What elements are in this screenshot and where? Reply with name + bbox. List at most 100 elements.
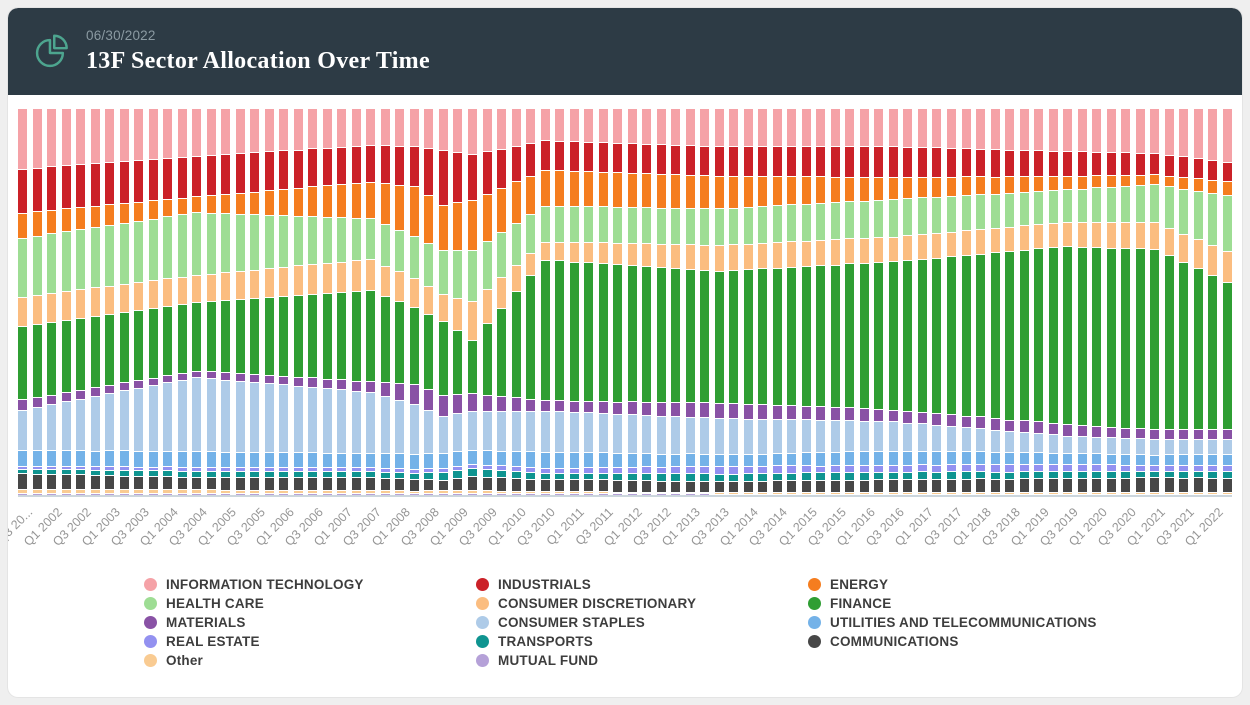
segment-mutual-fund[interactable] — [1135, 493, 1145, 495]
segment-materials[interactable] — [366, 381, 376, 392]
segment-consumer-discretionary[interactable] — [148, 280, 158, 308]
segment-consumer-staples[interactable] — [1019, 431, 1029, 453]
segment-health-care[interactable] — [235, 213, 245, 271]
segment-consumer-staples[interactable] — [192, 377, 202, 452]
segment-health-care[interactable] — [250, 214, 260, 270]
segment-real-estate[interactable] — [976, 463, 986, 471]
segment-transports[interactable] — [859, 472, 869, 480]
segment-materials[interactable] — [511, 397, 521, 411]
segment-materials[interactable] — [656, 402, 666, 416]
segment-energy[interactable] — [859, 176, 869, 201]
segment-transports[interactable] — [903, 471, 913, 480]
segment-industrials[interactable] — [729, 146, 739, 176]
segment-other[interactable] — [366, 490, 376, 494]
segment-utilities-and-telecommunications[interactable] — [322, 452, 332, 468]
segment-energy[interactable] — [1077, 175, 1087, 189]
segment-consumer-discretionary[interactable] — [816, 240, 826, 266]
segment-materials[interactable] — [1193, 429, 1203, 439]
segment-communications[interactable] — [337, 476, 347, 491]
segment-utilities-and-telecommunications[interactable] — [801, 452, 811, 466]
segment-consumer-discretionary[interactable] — [76, 289, 86, 318]
segment-real-estate[interactable] — [961, 464, 971, 472]
segment-consumer-discretionary[interactable] — [337, 261, 347, 292]
segment-transports[interactable] — [990, 471, 1000, 479]
segment-communications[interactable] — [279, 477, 289, 490]
segment-information-technology[interactable] — [235, 108, 245, 154]
segment-consumer-discretionary[interactable] — [801, 240, 811, 267]
segment-other[interactable] — [990, 492, 1000, 494]
segment-industrials[interactable] — [380, 145, 390, 184]
segment-other[interactable] — [1077, 492, 1087, 494]
segment-mutual-fund[interactable] — [845, 493, 855, 495]
segment-energy[interactable] — [32, 211, 42, 236]
segment-information-technology[interactable] — [61, 108, 71, 166]
segment-industrials[interactable] — [569, 141, 579, 171]
segment-communications[interactable] — [308, 477, 318, 491]
segment-consumer-discretionary[interactable] — [279, 266, 289, 296]
segment-utilities-and-telecommunications[interactable] — [1005, 452, 1015, 465]
segment-consumer-discretionary[interactable] — [961, 230, 971, 255]
segment-industrials[interactable] — [163, 157, 173, 199]
segment-energy[interactable] — [90, 205, 100, 228]
segment-industrials[interactable] — [47, 166, 57, 210]
segment-real-estate[interactable] — [1092, 464, 1102, 471]
bar-Q3-2016[interactable] — [888, 108, 898, 495]
bar-Q4-2002[interactable] — [90, 108, 100, 495]
segment-industrials[interactable] — [540, 140, 550, 170]
segment-energy[interactable] — [395, 184, 405, 230]
segment-real-estate[interactable] — [293, 467, 303, 472]
segment-energy[interactable] — [497, 187, 507, 233]
segment-finance[interactable] — [380, 295, 390, 383]
segment-real-estate[interactable] — [1077, 463, 1087, 472]
segment-real-estate[interactable] — [453, 466, 463, 471]
segment-finance[interactable] — [409, 306, 419, 385]
segment-utilities-and-telecommunications[interactable] — [569, 452, 579, 468]
segment-transports[interactable] — [685, 472, 695, 481]
segment-utilities-and-telecommunications[interactable] — [627, 452, 637, 467]
segment-real-estate[interactable] — [395, 467, 405, 472]
bar-Q4-2011[interactable] — [613, 108, 623, 495]
segment-communications[interactable] — [874, 479, 884, 492]
segment-materials[interactable] — [584, 400, 594, 413]
segment-other[interactable] — [758, 491, 768, 494]
segment-communications[interactable] — [1208, 477, 1218, 493]
segment-health-care[interactable] — [584, 206, 594, 243]
segment-transports[interactable] — [555, 472, 565, 480]
bar-Q4-2012[interactable] — [671, 108, 681, 495]
segment-finance[interactable] — [947, 256, 956, 415]
segment-transports[interactable] — [613, 473, 623, 481]
segment-finance[interactable] — [598, 263, 608, 401]
segment-materials[interactable] — [976, 416, 986, 428]
segment-industrials[interactable] — [874, 146, 884, 177]
bar-Q2-2005[interactable] — [235, 108, 245, 496]
bar-Q1-2012[interactable] — [627, 108, 637, 495]
segment-mutual-fund[interactable] — [90, 493, 100, 495]
segment-energy[interactable] — [729, 175, 739, 208]
segment-consumer-staples[interactable] — [961, 426, 971, 452]
segment-mutual-fund[interactable] — [47, 493, 57, 496]
segment-real-estate[interactable] — [1005, 464, 1015, 472]
segment-consumer-staples[interactable] — [409, 404, 419, 454]
segment-real-estate[interactable] — [830, 465, 840, 473]
segment-energy[interactable] — [482, 193, 492, 241]
segment-industrials[interactable] — [482, 151, 492, 194]
segment-mutual-fund[interactable] — [801, 493, 811, 495]
segment-information-technology[interactable] — [351, 108, 361, 146]
segment-consumer-staples[interactable] — [497, 411, 507, 451]
segment-materials[interactable] — [845, 407, 855, 420]
segment-utilities-and-telecommunications[interactable] — [1077, 453, 1087, 464]
segment-materials[interactable] — [438, 394, 448, 417]
segment-energy[interactable] — [1092, 175, 1102, 188]
segment-mutual-fund[interactable] — [511, 493, 521, 495]
segment-other[interactable] — [395, 490, 405, 494]
segment-finance[interactable] — [1208, 275, 1218, 430]
segment-materials[interactable] — [163, 374, 173, 383]
segment-real-estate[interactable] — [308, 467, 318, 472]
segment-other[interactable] — [409, 490, 419, 494]
segment-industrials[interactable] — [134, 160, 144, 202]
segment-communications[interactable] — [1164, 477, 1174, 493]
segment-consumer-discretionary[interactable] — [1077, 222, 1087, 247]
segment-information-technology[interactable] — [526, 108, 536, 143]
segment-energy[interactable] — [250, 191, 260, 215]
segment-real-estate[interactable] — [569, 467, 579, 473]
